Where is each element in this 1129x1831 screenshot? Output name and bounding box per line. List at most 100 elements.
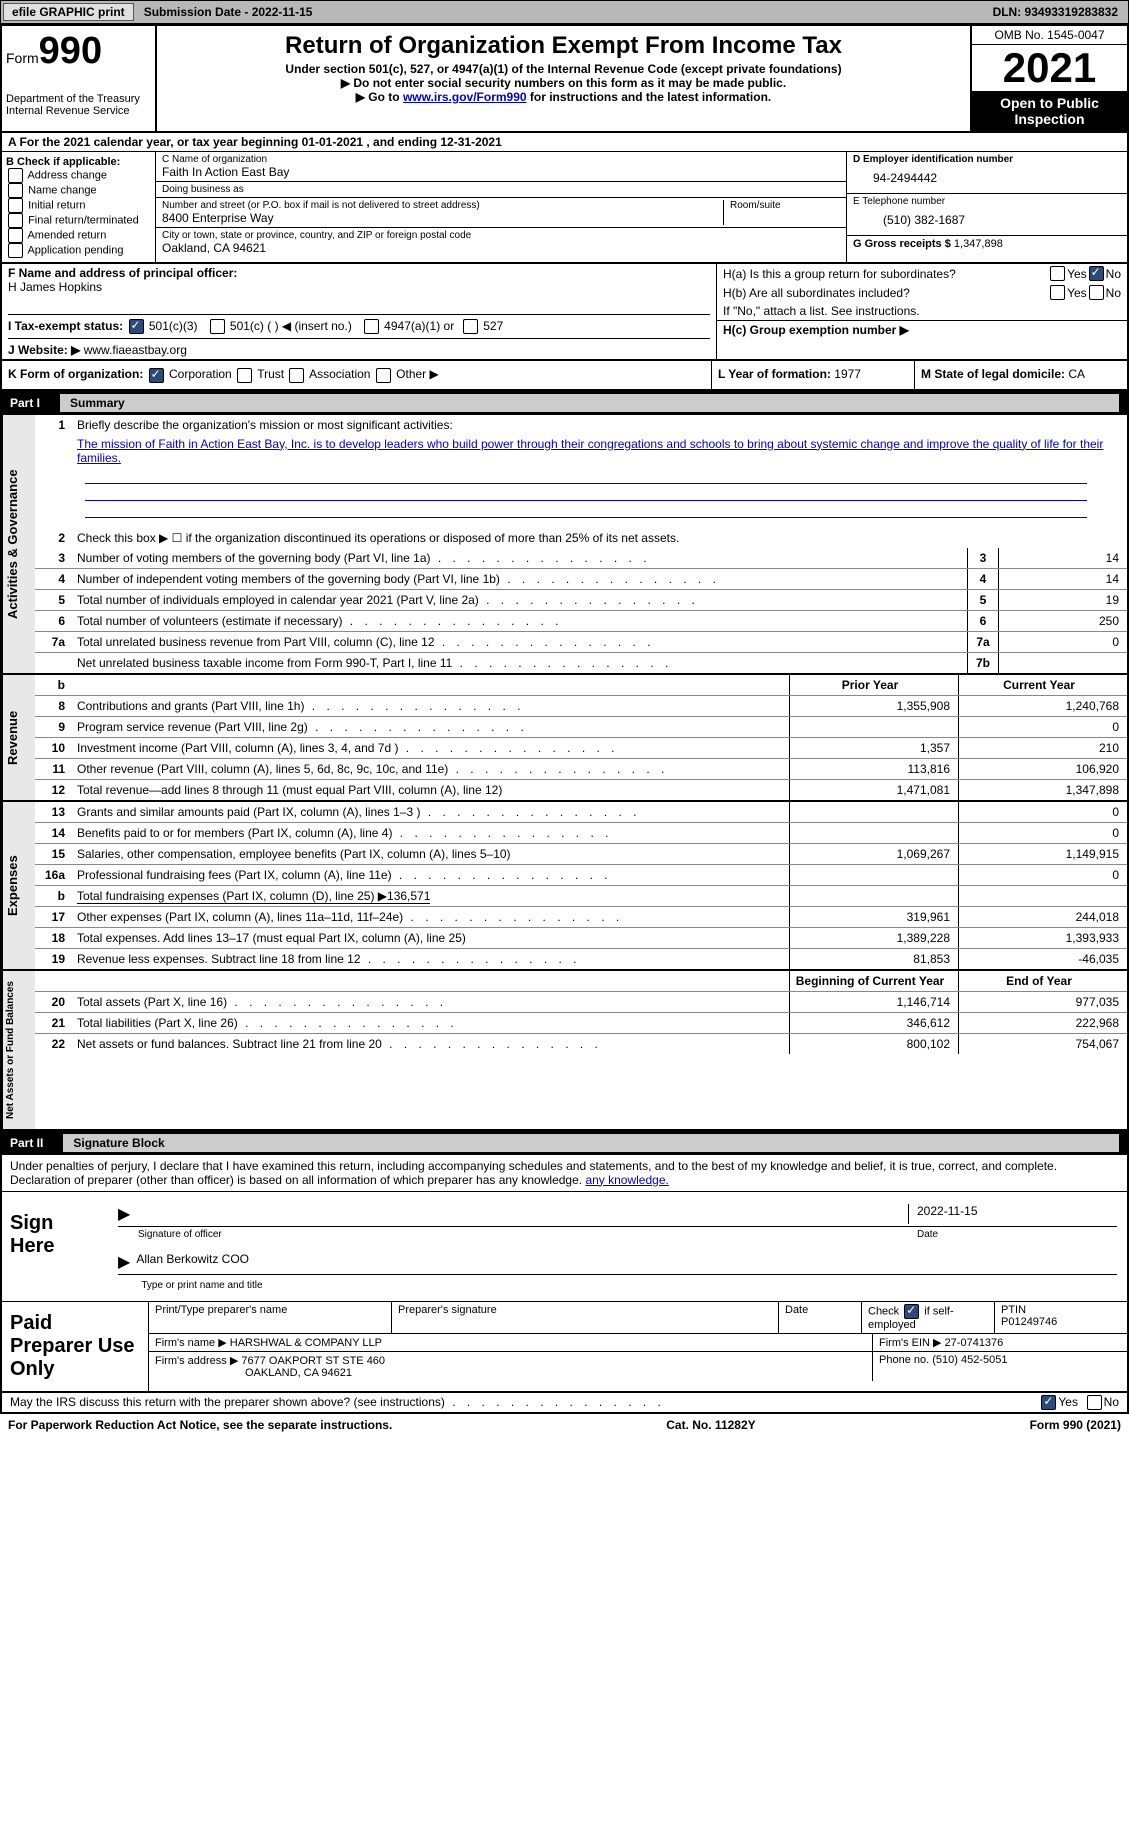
i-label: I Tax-exempt status:: [8, 319, 123, 333]
line-17-current: 244,018: [958, 907, 1127, 927]
efile-print-button[interactable]: efile GRAPHIC print: [3, 3, 134, 21]
line-9-prior: [789, 717, 958, 737]
k-trust[interactable]: [237, 368, 252, 383]
k-assoc[interactable]: [289, 368, 304, 383]
line-22-current: 754,067: [958, 1034, 1127, 1054]
check-final-return[interactable]: Final return/terminated: [6, 213, 151, 228]
firm-phone-cell: Phone no. (510) 452-5051: [873, 1352, 1127, 1381]
line-16a-desc: Professional fundraising fees (Part IX, …: [73, 866, 789, 884]
side-governance: Activities & Governance: [2, 415, 35, 673]
firm-ein-cell: Firm's EIN ▶ 27-0741376: [873, 1334, 1127, 1351]
line-16b-current: [958, 886, 1127, 906]
side-expenses: Expenses: [2, 802, 35, 969]
section-fh: F Name and address of principal officer:…: [0, 264, 1129, 361]
k-corp[interactable]: [149, 368, 164, 383]
line-14-desc: Benefits paid to or for members (Part IX…: [73, 824, 789, 842]
line-20-desc: Total assets (Part X, line 16): [73, 993, 789, 1011]
line-21-current: 222,968: [958, 1013, 1127, 1033]
line-17-prior: 319,961: [789, 907, 958, 927]
hb-no[interactable]: [1089, 285, 1104, 300]
check-501c3[interactable]: [129, 319, 144, 334]
line-7a-desc: Total unrelated business revenue from Pa…: [73, 633, 967, 651]
open-inspection: Open to Public Inspection: [972, 91, 1127, 131]
line-20-current: 977,035: [958, 992, 1127, 1012]
line-12-desc: Total revenue—add lines 8 through 11 (mu…: [73, 781, 789, 799]
ha-no[interactable]: [1089, 266, 1104, 281]
signature-arrow-icon: ▶: [118, 1204, 136, 1224]
col-prior-header: Prior Year: [789, 675, 958, 695]
line-22-prior: 800,102: [789, 1034, 958, 1054]
col-h: H(a) Is this a group return for subordin…: [716, 264, 1127, 359]
line-11-desc: Other revenue (Part VIII, column (A), li…: [73, 760, 789, 778]
check-name-change[interactable]: Name change: [6, 183, 151, 198]
check-501c[interactable]: [210, 319, 225, 334]
tax-year: 2021: [972, 45, 1127, 91]
check-527[interactable]: [463, 319, 478, 334]
line-10-desc: Investment income (Part VIII, column (A)…: [73, 739, 789, 757]
b-label: B Check if applicable:: [6, 156, 151, 168]
line-8-desc: Contributions and grants (Part VIII, lin…: [73, 697, 789, 715]
page-footer: For Paperwork Reduction Act Notice, see …: [0, 1414, 1129, 1436]
instr-1: ▶ Do not enter social security numbers o…: [161, 76, 966, 90]
cell-ein: D Employer identification number 94-2494…: [847, 152, 1127, 194]
cell-org-name: C Name of organization Faith In Action E…: [156, 152, 846, 182]
k-other[interactable]: [376, 368, 391, 383]
footer-right: Form 990 (2021): [1030, 1418, 1121, 1432]
line-9-desc: Program service revenue (Part VIII, line…: [73, 718, 789, 736]
discuss-row: May the IRS discuss this return with the…: [0, 1393, 1129, 1414]
discuss-text: May the IRS discuss this return with the…: [10, 1395, 1039, 1409]
line-3-val: 14: [999, 548, 1127, 568]
part-2-num: Part II: [10, 1136, 63, 1150]
line-16a-current: 0: [958, 865, 1127, 885]
line-19-desc: Revenue less expenses. Subtract line 18 …: [73, 950, 789, 968]
print-name-label: Print/Type preparer's name: [149, 1302, 392, 1333]
part-1-header: Part I Summary: [0, 391, 1129, 415]
footer-center: Cat. No. 11282Y: [666, 1418, 755, 1432]
cell-street: Number and street (or P.O. box if mail i…: [156, 198, 846, 228]
line-4-val: 14: [999, 569, 1127, 589]
part-2-title: Signature Block: [63, 1134, 1119, 1152]
line-2-desc: Check this box ▶ ☐ if the organization d…: [73, 529, 1127, 547]
line-12-prior: 1,471,081: [789, 780, 958, 800]
line-14-prior: [789, 823, 958, 843]
sig-officer-label: Signature of officer: [138, 1229, 917, 1240]
sig-date-label: Date: [917, 1229, 1117, 1240]
h-a-row: H(a) Is this a group return for subordin…: [717, 264, 1127, 283]
form-header: Form990 Department of the Treasury Inter…: [0, 24, 1129, 133]
j-label: J Website: ▶: [8, 343, 80, 357]
line-4-desc: Number of independent voting members of …: [73, 570, 967, 588]
part-1-title: Summary: [60, 394, 1119, 412]
line-20-prior: 1,146,714: [789, 992, 958, 1012]
check-address-change[interactable]: Address change: [6, 168, 151, 183]
part-2-header: Part II Signature Block: [0, 1131, 1129, 1155]
check-amended[interactable]: Amended return: [6, 228, 151, 243]
check-4947[interactable]: [364, 319, 379, 334]
line-19-current: -46,035: [958, 949, 1127, 969]
line-18-prior: 1,389,228: [789, 928, 958, 948]
dln-text: DLN: 93493319283832: [993, 5, 1128, 19]
sig-declaration: Under penalties of perjury, I declare th…: [2, 1155, 1127, 1191]
prep-sig-label: Preparer's signature: [392, 1302, 779, 1333]
check-app-pending[interactable]: Application pending: [6, 243, 151, 258]
part-1-expenses: Expenses 13Grants and similar amounts pa…: [0, 802, 1129, 971]
ha-yes[interactable]: [1050, 266, 1065, 281]
irs-link[interactable]: www.irs.gov/Form990: [403, 90, 527, 104]
paid-preparer-label: Paid Preparer Use Only: [2, 1302, 149, 1391]
check-initial-return[interactable]: Initial return: [6, 198, 151, 213]
cell-gross-receipts: G Gross receipts $ 1,347,898: [847, 236, 1127, 252]
discuss-no[interactable]: [1087, 1395, 1102, 1410]
sig-date-value: 2022-11-15: [908, 1204, 1117, 1224]
line-19-prior: 81,853: [789, 949, 958, 969]
check-self-employed[interactable]: Check if self-employed: [862, 1302, 995, 1333]
part-1-num: Part I: [10, 396, 60, 410]
line-8-current: 1,240,768: [958, 696, 1127, 716]
discuss-yes[interactable]: [1041, 1395, 1056, 1410]
header-right: OMB No. 1545-0047 2021 Open to Public In…: [970, 26, 1127, 131]
mission-text: The mission of Faith in Action East Bay,…: [73, 435, 1127, 467]
k-form-org: K Form of organization: Corporation Trus…: [2, 361, 711, 388]
line-5-desc: Total number of individuals employed in …: [73, 591, 967, 609]
h-c-row: H(c) Group exemption number ▶: [717, 320, 1127, 339]
signature-arrow-icon-2: ▶: [118, 1252, 136, 1272]
hb-yes[interactable]: [1050, 285, 1065, 300]
col-end-header: End of Year: [958, 971, 1127, 991]
